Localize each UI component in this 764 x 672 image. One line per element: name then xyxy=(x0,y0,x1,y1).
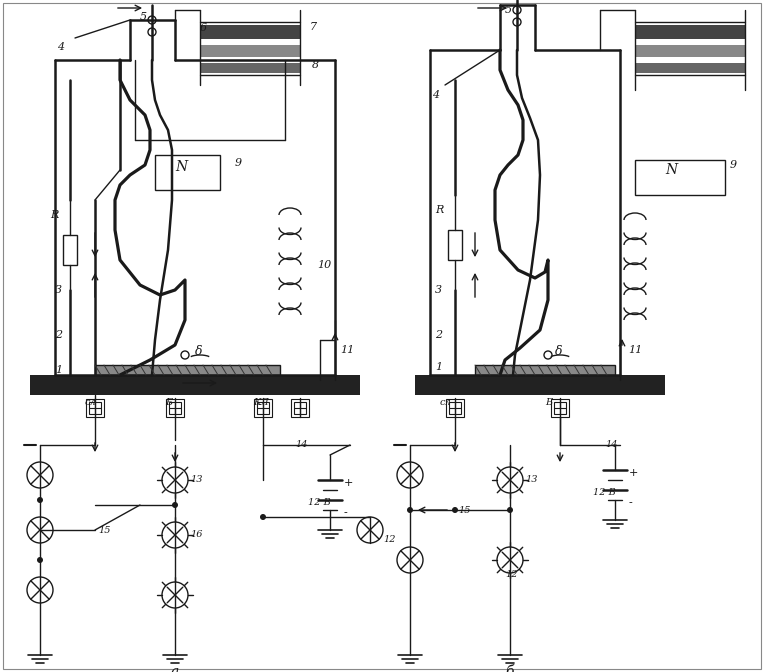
Text: 5: 5 xyxy=(140,12,147,22)
Bar xyxy=(254,399,272,417)
Bar xyxy=(551,399,569,417)
Bar xyxy=(449,402,461,414)
Bar xyxy=(635,160,725,195)
Bar xyxy=(291,399,309,417)
Text: N: N xyxy=(175,160,187,174)
Text: 2: 2 xyxy=(435,330,442,340)
Text: 9: 9 xyxy=(730,160,737,170)
Bar xyxy=(63,235,77,265)
Bar xyxy=(155,155,220,190)
Text: 14: 14 xyxy=(295,440,307,449)
Text: 15: 15 xyxy=(458,506,471,515)
Text: 13: 13 xyxy=(525,475,538,484)
Bar xyxy=(200,45,300,57)
Bar xyxy=(475,365,615,375)
Circle shape xyxy=(172,502,178,508)
Text: 11: 11 xyxy=(340,345,354,355)
Bar xyxy=(635,22,745,75)
Bar xyxy=(635,45,745,57)
Bar xyxy=(89,402,101,414)
Bar xyxy=(30,375,360,395)
Bar xyxy=(446,399,464,417)
Bar xyxy=(169,402,181,414)
Text: 6: 6 xyxy=(200,23,207,33)
Text: сл: сл xyxy=(85,398,97,407)
Text: 3: 3 xyxy=(435,285,442,295)
Text: δ: δ xyxy=(555,345,562,358)
Bar xyxy=(200,22,300,75)
Text: 2: 2 xyxy=(55,330,62,340)
Text: 14: 14 xyxy=(605,440,617,449)
Text: 4: 4 xyxy=(57,42,64,52)
Text: 16: 16 xyxy=(190,530,202,539)
Text: 4: 4 xyxy=(432,90,439,100)
Bar xyxy=(200,63,300,73)
Text: 12 В: 12 В xyxy=(593,488,616,497)
Bar xyxy=(415,375,665,395)
Bar xyxy=(166,399,184,417)
Bar xyxy=(475,365,615,375)
Text: -: - xyxy=(629,498,633,508)
Bar xyxy=(448,230,462,260)
Text: 1: 1 xyxy=(435,362,442,372)
Bar xyxy=(257,402,269,414)
Bar xyxy=(294,402,306,414)
Text: 8: 8 xyxy=(312,60,319,70)
Text: 12 В: 12 В xyxy=(308,498,331,507)
Text: КЛ: КЛ xyxy=(253,398,269,407)
Text: +: + xyxy=(344,478,354,488)
Text: сл: сл xyxy=(440,398,452,407)
Circle shape xyxy=(407,507,413,513)
Text: 5: 5 xyxy=(505,5,512,15)
Text: 15: 15 xyxy=(98,526,111,535)
Text: б: б xyxy=(506,665,514,672)
Circle shape xyxy=(37,497,43,503)
Text: 7: 7 xyxy=(310,22,317,32)
Text: R: R xyxy=(50,210,58,220)
Circle shape xyxy=(260,514,266,520)
Bar xyxy=(635,25,745,39)
Text: +: + xyxy=(629,468,639,478)
Bar xyxy=(86,399,104,417)
Text: 9: 9 xyxy=(235,158,242,168)
Bar xyxy=(95,365,280,375)
Text: 12: 12 xyxy=(383,535,396,544)
Text: Б: Б xyxy=(165,398,172,407)
Text: -: - xyxy=(344,508,348,518)
Text: 1: 1 xyxy=(55,365,62,375)
Bar xyxy=(95,365,280,375)
Text: 13: 13 xyxy=(190,475,202,484)
Bar xyxy=(635,63,745,73)
Text: 12: 12 xyxy=(505,570,517,579)
Circle shape xyxy=(452,507,458,513)
Text: а: а xyxy=(171,665,179,672)
Text: 3: 3 xyxy=(55,285,62,295)
Text: N: N xyxy=(665,163,677,177)
Text: 10: 10 xyxy=(317,260,332,270)
Bar xyxy=(200,25,300,39)
Circle shape xyxy=(37,557,43,563)
Circle shape xyxy=(507,507,513,513)
Bar xyxy=(554,402,566,414)
Text: Б: Б xyxy=(545,398,552,407)
Text: 11: 11 xyxy=(628,345,643,355)
Text: δ: δ xyxy=(195,345,202,358)
Text: R: R xyxy=(435,205,443,215)
